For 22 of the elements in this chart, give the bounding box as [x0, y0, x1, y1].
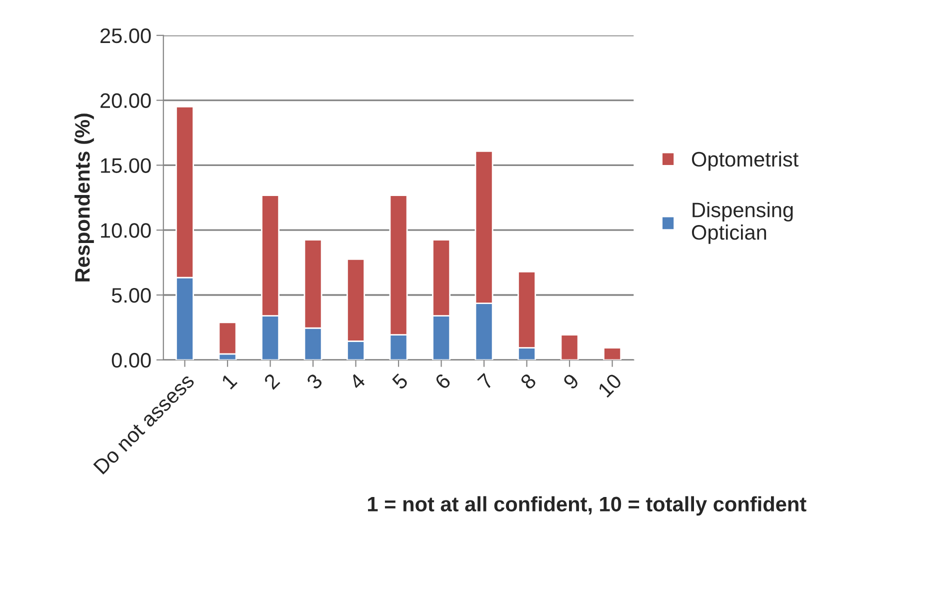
x-tick-label: 2 [263, 372, 280, 390]
legend-label: Optometrist [692, 151, 798, 171]
x-tick-label: 6 [434, 372, 452, 390]
x-tick-label: 7 [477, 372, 494, 390]
x-tick-label: 9 [562, 372, 580, 390]
x-tick-label: 5 [391, 372, 409, 390]
x-tick-label: 4 [348, 372, 366, 390]
y-tick-label: 5.00 [112, 288, 151, 303]
y-tick-label: 10.00 [101, 223, 151, 238]
x-tick-label: 1 [220, 372, 238, 390]
legend-label: Dispensing Optician [692, 202, 793, 244]
y-tick-label: 0.00 [112, 352, 151, 368]
bar [603, 347, 622, 360]
x-axis-title: 1 = not at all confident, 10 = totally confident [368, 496, 806, 516]
y-tick-label: 20.00 [100, 93, 151, 108]
x-tick-label: 10 [597, 372, 623, 398]
y-tick-label: 25.00 [100, 28, 151, 44]
y-tick-label: 15.00 [101, 158, 151, 173]
bar [560, 334, 579, 360]
x-tick-label: 8 [520, 372, 537, 390]
x-tick-label: 3 [306, 372, 324, 390]
y-axis-title: Respondents (%) [74, 114, 94, 282]
